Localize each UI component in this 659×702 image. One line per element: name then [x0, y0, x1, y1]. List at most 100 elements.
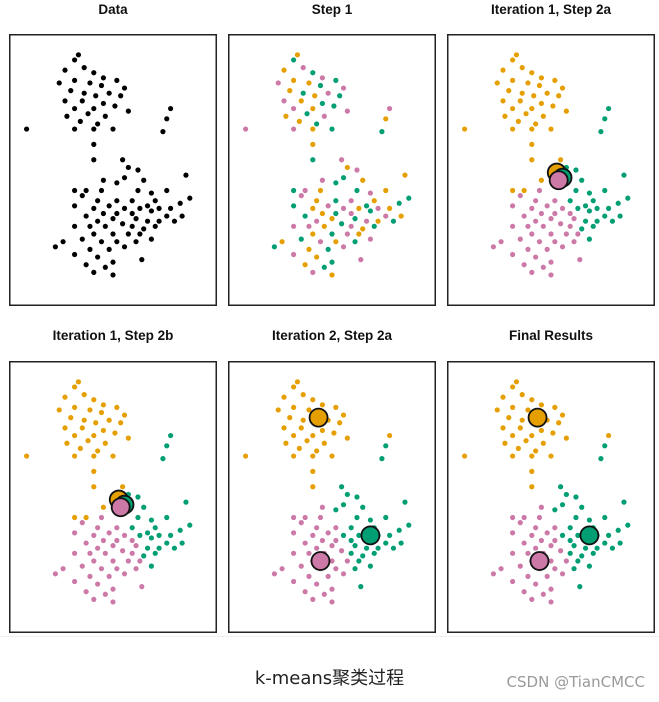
data-point [95, 581, 101, 587]
data-point [95, 198, 101, 204]
data-point [594, 218, 600, 224]
data-point [164, 514, 170, 521]
data-point [579, 504, 585, 510]
data-point [548, 126, 554, 132]
data-point [62, 425, 68, 431]
data-point [519, 417, 525, 423]
data-point [577, 257, 583, 263]
data-point [536, 239, 543, 245]
data-point [519, 65, 525, 71]
data-point [271, 571, 277, 577]
data-point [135, 514, 141, 521]
data-point [319, 75, 325, 81]
data-point [387, 105, 393, 112]
data-point [498, 566, 504, 572]
data-point [529, 157, 535, 163]
data-point [390, 218, 397, 224]
data-point [594, 205, 600, 211]
data-point [517, 425, 523, 431]
data-point [87, 573, 93, 579]
data-point [310, 484, 316, 490]
data-point [306, 80, 312, 86]
data-point [243, 453, 249, 459]
data-point [375, 545, 381, 551]
scatter-panel-iter1-step2a [447, 34, 655, 306]
data-point [533, 525, 539, 531]
data-point [367, 236, 373, 242]
data-point [72, 404, 78, 410]
data-point [606, 532, 612, 538]
data-point [577, 584, 583, 590]
panel-title-3: Iteration 1, Step 2a [490, 2, 612, 17]
data-point [540, 113, 546, 119]
data-point [291, 223, 297, 229]
data-point [283, 113, 289, 119]
data-point [310, 432, 316, 439]
data-point [348, 550, 354, 556]
data-point [77, 118, 83, 124]
data-point [559, 571, 566, 577]
data-point [354, 167, 360, 173]
data-point [91, 432, 97, 439]
data-point [306, 573, 312, 579]
data-point [529, 397, 535, 403]
data-point [538, 427, 544, 434]
data-point [91, 269, 97, 275]
data-point [72, 126, 78, 132]
data-point [137, 532, 143, 538]
data-point [556, 93, 562, 99]
data-point [559, 244, 566, 250]
data-point [300, 392, 306, 398]
data-point [517, 98, 523, 104]
data-point [340, 532, 347, 538]
data-point [563, 558, 569, 564]
data-point [525, 246, 531, 252]
data-point [552, 77, 558, 83]
data-point [340, 85, 347, 91]
data-point [287, 88, 293, 94]
data-point [617, 540, 623, 546]
data-point [298, 98, 304, 104]
data-point [398, 213, 404, 219]
data-point [340, 175, 347, 181]
data-point [160, 129, 166, 135]
centroid-green [360, 525, 381, 546]
data-point [98, 187, 105, 194]
data-point [187, 195, 193, 201]
data-point [87, 80, 93, 86]
data-point [95, 448, 101, 454]
data-point [533, 581, 539, 587]
data-point [81, 90, 87, 96]
data-point [548, 453, 554, 459]
data-point [64, 440, 70, 446]
data-point [60, 566, 66, 572]
data-point [517, 236, 523, 242]
data-point [317, 82, 324, 89]
data-point [314, 448, 320, 454]
data-point [52, 571, 59, 577]
data-point [586, 208, 592, 214]
data-point [52, 244, 59, 250]
data-point [558, 157, 564, 163]
data-point [72, 530, 78, 536]
data-point [129, 537, 135, 544]
data-point [510, 57, 516, 63]
data-point [291, 453, 297, 459]
data-point [609, 218, 616, 224]
data-point [291, 77, 297, 83]
data-point [91, 484, 97, 490]
data-point [521, 187, 527, 194]
data-point [135, 167, 141, 173]
data-point [333, 525, 339, 531]
data-point [275, 80, 281, 86]
panel-title-1: Data [98, 2, 128, 17]
data-point [164, 187, 170, 194]
data-point [540, 440, 546, 446]
data-point [72, 57, 78, 63]
data-point [544, 530, 550, 536]
data-point [559, 412, 566, 418]
data-point [110, 543, 116, 549]
data-point [314, 254, 320, 260]
data-point [333, 404, 339, 410]
data-point [552, 239, 558, 245]
